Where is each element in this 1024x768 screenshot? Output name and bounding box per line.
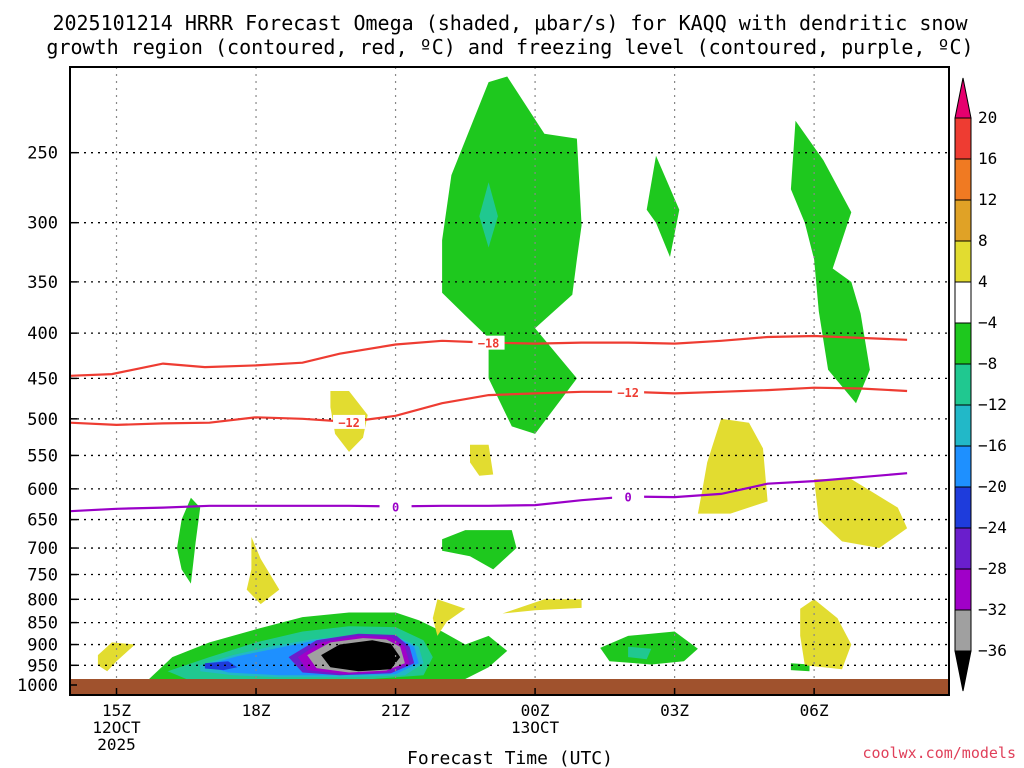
y-tick-label-450: 450 <box>27 369 58 389</box>
colorbar-label-13: −32 <box>978 600 1007 619</box>
omega-region-27 <box>800 599 852 670</box>
x-tick-label-24-1: 00Z <box>521 701 550 720</box>
contour-label-2-1: −12 <box>338 416 360 430</box>
colorbar-label-10: −20 <box>978 477 1007 496</box>
y-tick-label-500: 500 <box>27 410 58 430</box>
contour-label-1-1: −18 <box>478 337 500 351</box>
x-tick-label-21-1: 21Z <box>381 701 410 720</box>
omega-region-20 <box>470 444 494 476</box>
colorbar-top-arrow <box>954 77 972 119</box>
x-tick-label-15-2: 12OCT <box>92 718 141 737</box>
y-tick-label-600: 600 <box>27 480 58 500</box>
y-tick-label-850: 850 <box>27 614 58 634</box>
omega-region-24 <box>432 599 466 636</box>
contour-label-3-2: 0 <box>624 490 631 504</box>
contour-label-bg <box>333 414 366 429</box>
y-tick-label-300: 300 <box>27 214 58 234</box>
omega-region-4 <box>177 497 201 584</box>
y-tick-label-400: 400 <box>27 324 58 344</box>
colorbar-label-7: −8 <box>978 354 997 373</box>
colorbar-swatch-1 <box>954 117 972 160</box>
ground-bar <box>70 679 949 695</box>
colorbar-swatch-7 <box>954 363 972 406</box>
x-tick-label-27-1: 03Z <box>660 701 689 720</box>
y-tick-label-650: 650 <box>27 511 58 531</box>
omega-shading <box>97 76 908 679</box>
y-tick-label-750: 750 <box>27 566 58 586</box>
colorbar-swatch-9 <box>954 445 972 488</box>
contour-line-3 <box>69 472 908 513</box>
omega-region-18 <box>321 640 401 672</box>
colorbar-label-8: −12 <box>978 395 1007 414</box>
contour-label-bg <box>379 499 412 514</box>
y-tick-label-350: 350 <box>27 273 58 293</box>
colorbar-swatch-4 <box>954 240 972 283</box>
y-axis: 2503003504004505005506006507007508008509… <box>17 144 77 696</box>
colorbar-label-1: 20 <box>978 108 997 127</box>
colorbar-label-4: 8 <box>978 231 988 250</box>
y-tick-label-950: 950 <box>27 656 58 676</box>
omega-region-5 <box>442 530 517 570</box>
colorbar-label-3: 12 <box>978 190 997 209</box>
contour-label-2-2: −12 <box>617 386 639 400</box>
x-tick-label-18-1: 18Z <box>242 701 271 720</box>
colorbar-swatch-12 <box>954 568 972 611</box>
colorbar-swatch-10 <box>954 486 972 529</box>
omega-region-10 <box>628 646 652 660</box>
colorbar-swatch-2 <box>954 158 972 201</box>
colorbar-label-12: −28 <box>978 559 1007 578</box>
colorbar-swatch-6 <box>954 322 972 365</box>
omega-region-25 <box>502 599 582 614</box>
contour-label-bg <box>612 384 645 399</box>
contour-label-bg <box>612 489 645 504</box>
colorbar-label-5: 4 <box>978 272 988 291</box>
omega-region-9 <box>479 182 498 248</box>
colorbar-swatch-5 <box>954 281 972 324</box>
y-tick-label-250: 250 <box>27 144 58 164</box>
credit-text: coolwx.com/models <box>862 744 1016 762</box>
y-tick-label-550: 550 <box>27 446 58 466</box>
contour-label-bg <box>472 335 505 350</box>
y-tick-label-800: 800 <box>27 590 58 610</box>
colorbar-bottom-arrow <box>954 650 972 692</box>
omega-region-7 <box>600 631 698 665</box>
colorbar-swatch-3 <box>954 199 972 242</box>
x-tick-label-15-3: 2025 <box>97 735 136 754</box>
omega-region-3 <box>790 120 870 404</box>
colorbar-swatch-13 <box>954 609 972 652</box>
temperature-contours: −18 −12 −12 0 0 <box>69 334 908 514</box>
omega-region-23 <box>246 536 280 605</box>
x-tick-label-24-2: 13OCT <box>511 718 560 737</box>
y-tick-label-700: 700 <box>27 539 58 559</box>
y-tick-label-1000: 1000 <box>17 676 58 696</box>
colorbar-label-14: −36 <box>978 641 1007 660</box>
x-tick-label-15-1: 15Z <box>102 701 131 720</box>
omega-region-14 <box>204 661 238 671</box>
x-tick-label-30-1: 06Z <box>800 701 829 720</box>
x-axis-title: Forecast Time (UTC) <box>407 748 613 768</box>
omega-region-1 <box>442 76 582 434</box>
colorbar-swatch-8 <box>954 404 972 447</box>
colorbar-label-6: −4 <box>978 313 997 332</box>
colorbar-label-9: −16 <box>978 436 1007 455</box>
chart-title-line2: growth region (contoured, red, ºC) and f… <box>46 35 973 59</box>
colorbar-swatch-11 <box>954 527 972 570</box>
omega-region-21 <box>697 418 768 514</box>
contour-label-3-1: 0 <box>392 500 399 514</box>
chart-title-line1: 2025101214 HRRR Forecast Omega (shaded, … <box>52 11 968 35</box>
omega-region-2 <box>646 155 680 257</box>
colorbar: 20 16 12 8 4 −4 −8 −12 −16 −20 −24 −28 −32 −36 <box>954 77 1007 692</box>
contour-line-2 <box>69 386 908 427</box>
omega-region-22 <box>814 479 908 548</box>
colorbar-label-2: 16 <box>978 149 997 168</box>
y-tick-label-900: 900 <box>27 636 58 656</box>
plot-frame <box>69 66 950 696</box>
colorbar-label-11: −24 <box>978 518 1007 537</box>
